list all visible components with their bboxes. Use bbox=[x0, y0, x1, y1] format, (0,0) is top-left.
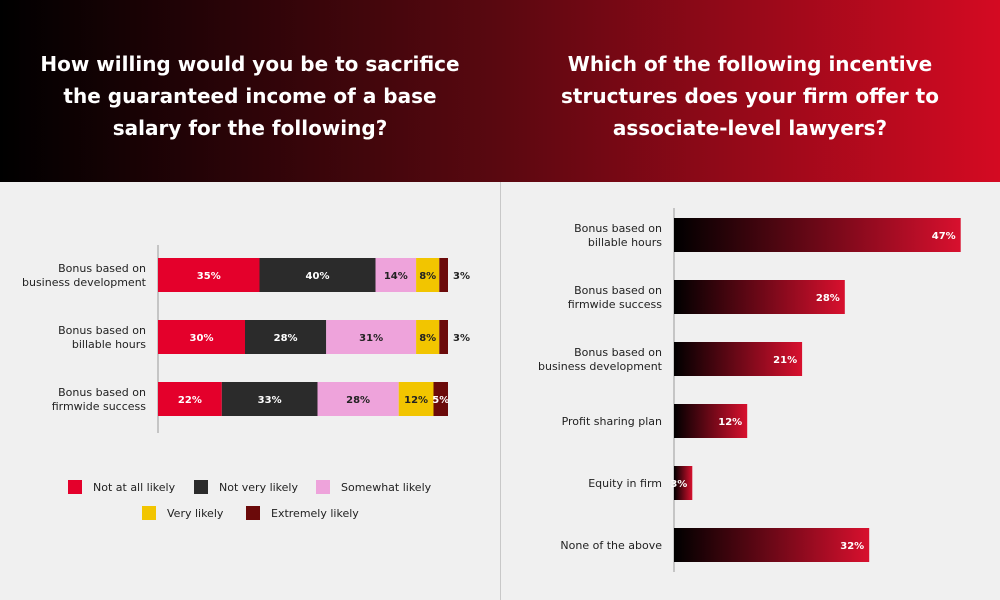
legend-swatch-not-very-likely bbox=[194, 480, 208, 494]
left-bar-segment-not-very-likely bbox=[221, 382, 318, 416]
left-bar-segment-extremely-likely bbox=[433, 382, 448, 416]
right-bar bbox=[674, 218, 961, 252]
left-data-label: 3% bbox=[453, 271, 470, 282]
left-data-label: 12% bbox=[404, 395, 428, 406]
left-data-label: 35% bbox=[197, 271, 221, 282]
legend-label-extremely-likely: Extremely likely bbox=[271, 507, 359, 520]
left-data-label: 14% bbox=[384, 271, 408, 282]
left-data-label: 22% bbox=[178, 395, 202, 406]
left-data-label: 30% bbox=[190, 333, 214, 344]
left-data-label: 28% bbox=[346, 395, 370, 406]
left-bar-segment-somewhat-likely bbox=[317, 382, 399, 416]
left-bar-segment-somewhat-likely bbox=[375, 258, 417, 292]
right-category-label: Bonus based on billable hours bbox=[574, 222, 662, 249]
left-data-label: 5% bbox=[432, 395, 449, 406]
right-data-label: 28% bbox=[816, 293, 840, 304]
left-bar-segment-extremely-likely bbox=[439, 258, 448, 292]
right-chart-title: Which of the following incentive structu… bbox=[561, 52, 939, 140]
legend-swatch-very-likely bbox=[142, 506, 156, 520]
left-category-label: Bonus based on billable hours bbox=[58, 324, 146, 351]
right-bar bbox=[674, 280, 845, 314]
left-data-label: 8% bbox=[419, 271, 436, 282]
right-data-label: 12% bbox=[718, 417, 742, 428]
legend-swatch-somewhat-likely bbox=[316, 480, 330, 494]
right-bar bbox=[674, 404, 748, 438]
left-bar-segment-not-very-likely bbox=[245, 320, 327, 354]
left-bar-segment-very-likely bbox=[416, 320, 440, 354]
right-data-label: 3% bbox=[670, 479, 687, 490]
left-bar-segment-extremely-likely bbox=[439, 320, 448, 354]
legend-swatch-not-at-all-likely bbox=[68, 480, 82, 494]
right-category-label: Bonus based on business development bbox=[538, 346, 663, 373]
left-category-label: Bonus based on business development bbox=[22, 262, 147, 289]
incentive-bar-chart: Bonus based on billable hours 47% Bonus bas… bbox=[538, 208, 961, 572]
right-data-label: 47% bbox=[932, 231, 956, 242]
panel-divider bbox=[500, 182, 501, 600]
left-bar-segment-not-at-all-likely bbox=[158, 320, 245, 354]
left-category-label: Bonus based on firmwide success bbox=[52, 386, 147, 413]
legend-label-not-very-likely: Not very likely bbox=[219, 481, 298, 494]
right-bar bbox=[674, 466, 693, 500]
right-category-label: Bonus based on firmwide success bbox=[568, 284, 663, 311]
left-bar-segment-very-likely bbox=[416, 258, 440, 292]
right-data-label: 21% bbox=[773, 355, 797, 366]
header-banner: How willing would you be to sacrifice th… bbox=[0, 0, 1000, 182]
right-category-label: None of the above bbox=[560, 539, 662, 552]
legend-swatch-extremely-likely bbox=[246, 506, 260, 520]
left-data-label: 33% bbox=[258, 395, 282, 406]
left-bar-segment-somewhat-likely bbox=[326, 320, 417, 354]
right-data-label: 32% bbox=[840, 541, 864, 552]
right-bar bbox=[674, 528, 870, 562]
left-bar-segment-not-very-likely bbox=[259, 258, 376, 292]
willingness-stacked-bar-chart: Bonus based on business development 35% 40%… bbox=[22, 245, 470, 520]
left-data-label: 3% bbox=[453, 333, 470, 344]
right-category-label: Profit sharing plan bbox=[562, 415, 662, 428]
left-bar-segment-not-at-all-likely bbox=[158, 258, 260, 292]
legend-label-somewhat-likely: Somewhat likely bbox=[341, 481, 432, 494]
left-bar-segment-very-likely bbox=[398, 382, 434, 416]
right-category-label: Equity in firm bbox=[588, 477, 662, 490]
legend-label-not-at-all-likely: Not at all likely bbox=[93, 481, 176, 494]
left-data-label: 31% bbox=[359, 333, 383, 344]
left-data-label: 40% bbox=[306, 271, 330, 282]
left-chart-title: How willing would you be to sacrifice th… bbox=[40, 52, 460, 140]
left-data-label: 8% bbox=[419, 333, 436, 344]
right-bar bbox=[674, 342, 803, 376]
legend-label-very-likely: Very likely bbox=[167, 507, 224, 520]
left-data-label: 28% bbox=[274, 333, 298, 344]
left-bar-segment-not-at-all-likely bbox=[158, 382, 222, 416]
